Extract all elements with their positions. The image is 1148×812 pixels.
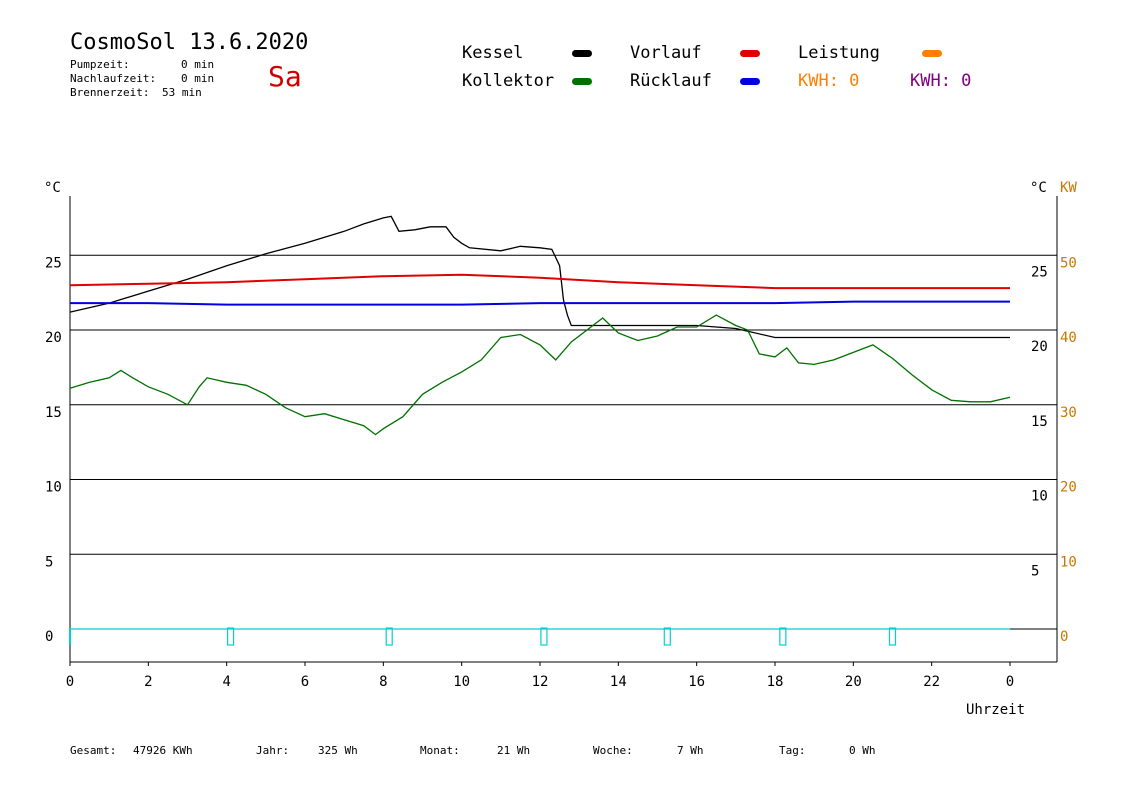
series-line-kollektor [69, 314, 1011, 436]
brennerzeit-label: Brennerzeit: [70, 86, 150, 99]
pump-pulse [540, 627, 548, 646]
x-tick-label: 6 [301, 674, 309, 690]
chart-series [69, 215, 1011, 646]
x-axis-label: Uhrzeit [966, 702, 1025, 718]
x-tick-label: 4 [222, 674, 230, 690]
y-tick-right-power-label: 20 [1060, 480, 1077, 496]
y-tick-right-power-label: 50 [1060, 255, 1077, 271]
legend-kollektor-swatch [572, 78, 592, 85]
x-tick-label: 16 [688, 674, 705, 690]
footer-woche-label: Woche: [593, 744, 633, 757]
y-tick-left-label: 20 [45, 330, 62, 346]
kwh-purple-label: KWH: 0 [910, 71, 972, 91]
chart-labels: 0 2 4 6 8 10 12 14 16 18 20 22 0 0 5 10 15 20 25 5 10 15 20 25 0… [44, 180, 1077, 718]
y-tick-right-temp-label: 10 [1031, 489, 1048, 505]
y-tick-right-power-label: 40 [1060, 330, 1077, 346]
nachlaufzeit-value: 0 min [181, 72, 215, 85]
y-axis-left-unit: °C [44, 180, 61, 196]
y-tick-left-label: 5 [45, 554, 53, 570]
pump-pulse [385, 627, 393, 646]
legend-leistung-label: Leistung [798, 43, 880, 63]
y-axis-right-power-unit: KW [1060, 180, 1077, 196]
footer-monat-label: Monat: [420, 744, 460, 757]
series-line-rcklauf [70, 300, 1010, 306]
pump-pulse [663, 627, 671, 646]
footer-tag-value: 0 Wh [849, 744, 876, 757]
legend-kessel-swatch [572, 50, 592, 57]
legend-ruecklauf-label: Rücklauf [630, 71, 712, 91]
legend-vorlauf-label: Vorlauf [630, 43, 702, 63]
y-tick-left-label: 10 [45, 480, 62, 496]
kwh-orange-label: KWH: 0 [798, 71, 860, 91]
x-tick-label: 0 [66, 674, 74, 690]
footer-monat-value: 21 Wh [497, 744, 531, 757]
footer-gesamt-value: 47926 KWh [133, 744, 193, 757]
weekday-label: Sa [268, 60, 302, 93]
y-tick-right-temp-label: 20 [1031, 339, 1048, 355]
y-tick-left-label: 0 [45, 629, 53, 645]
x-tick-label: 0 [1006, 674, 1014, 690]
pumpzeit-label: Pumpzeit: [70, 58, 130, 71]
y-tick-right-power-label: 30 [1060, 405, 1077, 421]
x-tick-label: 14 [610, 674, 627, 690]
chart-title: CosmoSol 13.6.2020 [70, 30, 309, 55]
x-tick-label: 22 [923, 674, 940, 690]
footer-jahr-label: Jahr: [256, 744, 290, 757]
y-tick-left-label: 15 [45, 405, 62, 421]
series-line-kessel [69, 215, 1010, 339]
pumpzeit-value: 0 min [181, 58, 215, 71]
y-tick-right-power-label: 10 [1060, 554, 1077, 570]
y-tick-right-power-label: 0 [1060, 629, 1068, 645]
legend-kessel-label: Kessel [462, 43, 524, 63]
footer-gesamt-label: Gesamt: [70, 744, 117, 757]
x-tick-label: 10 [453, 674, 470, 690]
legend-leistung-swatch [922, 50, 942, 57]
y-axis-right-temp-unit: °C [1030, 180, 1047, 196]
grid-lines [70, 254, 1057, 630]
brennerzeit-value: 53 min [162, 86, 202, 99]
pump-pulse-start [69, 628, 71, 645]
x-tick-label: 18 [767, 674, 784, 690]
y-tick-left-label: 25 [45, 255, 62, 271]
chart-axes [69, 196, 1058, 666]
x-tick-label: 12 [532, 674, 549, 690]
footer-woche-value: 7 Wh [677, 744, 704, 757]
pump-pulse [779, 627, 787, 646]
x-tick-label: 2 [144, 674, 152, 690]
y-tick-right-temp-label: 25 [1031, 264, 1048, 280]
legend-kollektor-label: Kollektor [462, 71, 555, 91]
footer-tag-label: Tag: [779, 744, 806, 757]
series-line-vorlauf [69, 273, 1010, 290]
legend-vorlauf-swatch [740, 50, 760, 57]
footer-jahr-value: 325 Wh [318, 744, 358, 757]
legend-ruecklauf-swatch [740, 78, 760, 85]
y-tick-right-temp-label: 15 [1031, 414, 1048, 430]
x-tick-label: 20 [845, 674, 862, 690]
pump-pulse [888, 627, 897, 646]
pump-pulse [226, 627, 235, 646]
y-tick-right-temp-label: 5 [1031, 563, 1039, 579]
x-tick-label: 8 [379, 674, 387, 690]
nachlaufzeit-label: Nachlaufzeit: [70, 72, 157, 85]
